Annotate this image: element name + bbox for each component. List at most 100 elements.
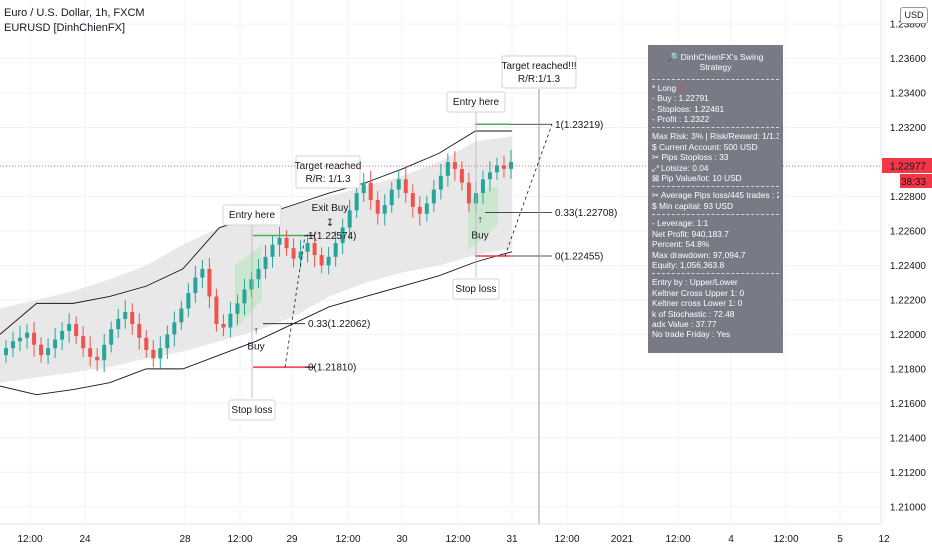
candle-body (109, 329, 114, 345)
level-target-label: 1(1.22574) (308, 231, 356, 242)
projection-dash (504, 124, 553, 257)
candle-body (172, 322, 177, 335)
entry-box: Entry here (446, 91, 506, 113)
candle-body (333, 243, 338, 257)
trade-levels: - Buy : 1.22791- Stoploss: 1.22461- Prof… (652, 93, 779, 124)
candle-body (326, 256, 331, 266)
result-info: - Leverage: 1:1 Net Profit: 940,183.7 Perc… (652, 218, 779, 270)
candle-body (207, 268, 212, 297)
candle-body (347, 210, 352, 228)
candle-body (312, 243, 317, 256)
average-info: ✂ Average Pips loss/445 trades : 28 $ Min… (652, 190, 779, 211)
panel-divider (652, 214, 779, 216)
candle-body (480, 179, 485, 194)
countdown-label: 38:33 (901, 177, 926, 188)
price-tick-label: 1.22400 (890, 261, 927, 272)
time-tick-label: 31 (506, 534, 518, 545)
keltner-bands (0, 130, 513, 396)
candlestick-series (4, 150, 513, 373)
candle-body (396, 179, 401, 190)
target-reached-box-2-text: Target reached!!! (501, 61, 576, 72)
magnifier-icon: 🔎 (667, 52, 679, 62)
candle-body (298, 251, 303, 259)
result-line: Net Profit: 940,183.7 (652, 228, 729, 239)
time-tick-label: 12:00 (445, 534, 470, 545)
candle-body (249, 279, 254, 290)
price-tick-label: 1.23200 (890, 123, 927, 134)
stop-box-frame (452, 278, 500, 300)
buy-label: Buy (471, 230, 488, 241)
position-label: * Long (652, 82, 677, 93)
target-reached-box-2-text: R/R:1/1.3 (518, 74, 561, 85)
stop-box: Stop loss (228, 399, 276, 421)
candle-body (39, 344, 44, 356)
candle-body (403, 179, 408, 194)
price-tick-label: 1.23400 (890, 89, 927, 100)
candle-body (4, 348, 8, 356)
symbol-title: Euro / U.S. Dollar, 1h, FXCM (4, 7, 145, 19)
risk-info: Max Risk: 3% | Risk/Reward: 1/1.3 $ Curre… (652, 131, 779, 183)
countdown-box (900, 173, 932, 188)
candle-body (256, 268, 261, 280)
price-tick-label: 1.23800 (890, 20, 927, 31)
entry-box-text: Entry here (453, 97, 500, 108)
panel-title-row: 🔎 DinhChienFX's Swing Strategy (652, 52, 779, 73)
time-tick-label: 30 (396, 534, 408, 545)
risk-line: ⤢ Lotsize: 0.04 (652, 162, 709, 173)
stop-box-text: Stop loss (231, 405, 272, 416)
risk-line: ⊠ Pip Value/lot: 10 USD (652, 173, 742, 184)
exit-arrow-icon: ↧ (326, 218, 334, 229)
price-tick-label: 1.21800 (890, 364, 927, 375)
candle-body (88, 348, 93, 357)
candle-body (186, 293, 191, 309)
buy-arrow-icon: ↑ (478, 214, 483, 225)
candle-body (228, 313, 233, 328)
candle-body (116, 318, 121, 330)
candle-body (60, 330, 65, 340)
candle-body (32, 332, 37, 345)
time-tick-label: 4 (728, 534, 734, 545)
candle-body (284, 237, 289, 249)
risk-line: Max Risk: 3% | Risk/Reward: 1/1.3 (652, 131, 779, 142)
candle-body (151, 349, 156, 359)
entry-box-frame (446, 91, 506, 113)
entry-line: Entry by : Upper/Lower (652, 277, 738, 288)
result-line: Percent: 54.8% (652, 239, 710, 250)
stop-box-frame (228, 399, 276, 421)
candle-body (375, 199, 380, 214)
level-stop-label: 0(1.22455) (555, 251, 603, 262)
candle-body (368, 182, 373, 200)
panel-divider (652, 127, 779, 129)
candle-body (81, 336, 86, 349)
candle-body (319, 255, 324, 266)
candle-body (193, 277, 198, 294)
time-tick-label: 12 (878, 534, 890, 545)
time-tick-label: 24 (79, 534, 91, 545)
candle-body (445, 162, 450, 176)
result-line: Max drawdown: 97,094.7 (652, 249, 746, 260)
target-reached-box-2: Target reached!!! R/R:1/1.3 (501, 55, 577, 89)
candle-body (144, 337, 149, 350)
entry-line: k of Stochastic : 72.48 (652, 308, 735, 319)
price-axis: 1.238001.236001.234001.232001.230001.228… (890, 20, 927, 514)
candle-body (508, 162, 513, 169)
trade-level-line: - Stoploss: 1.22461 (652, 103, 725, 114)
average-line: ✂ Average Pips loss/445 trades : 28 (652, 190, 779, 201)
candle-body (18, 337, 23, 342)
result-line: - Leverage: 1:1 (652, 218, 709, 229)
time-tick-label: 28 (179, 534, 191, 545)
price-tick-label: 1.22600 (890, 226, 927, 237)
candle-body (354, 193, 359, 211)
candle-body (417, 206, 422, 214)
price-tick-label: 1.21400 (890, 433, 927, 444)
projection-dash (284, 235, 306, 368)
candle-body (263, 256, 268, 269)
entry-info: Entry by : Upper/Lower Keltner Cross Uppe… (652, 277, 779, 339)
lower-outer-band (0, 251, 513, 396)
currency-button[interactable]: USD (900, 7, 928, 24)
candle-body (431, 189, 436, 204)
candle-body (46, 348, 51, 356)
price-tick-label: 1.22200 (890, 295, 927, 306)
candle-body (179, 308, 184, 323)
